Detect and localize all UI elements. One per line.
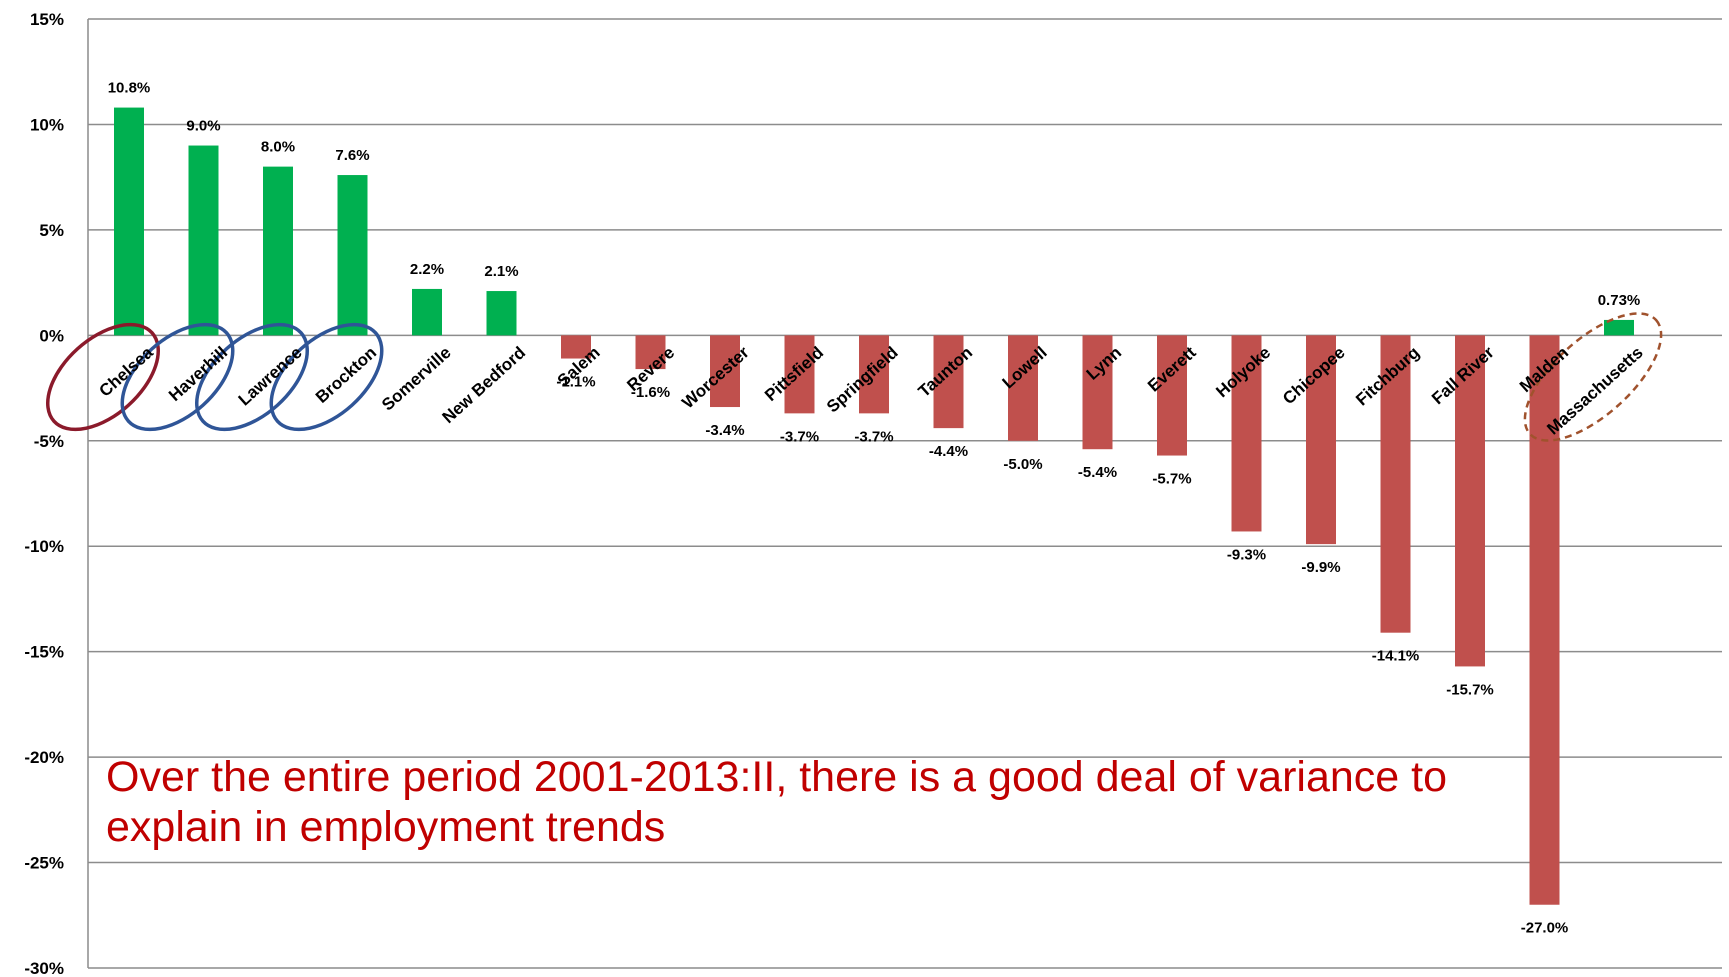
data-label: -9.3%: [1227, 546, 1266, 563]
data-label: 0.73%: [1598, 292, 1641, 309]
data-label: -5.4%: [1078, 464, 1117, 481]
data-label: 2.1%: [484, 263, 518, 280]
data-label: -4.4%: [929, 443, 968, 460]
bar: [114, 108, 144, 336]
bar: [487, 291, 517, 335]
bar: [189, 146, 219, 336]
bar: [263, 167, 293, 336]
data-label: 10.8%: [108, 80, 151, 97]
y-tick-label: 5%: [39, 221, 64, 240]
y-tick-label: -10%: [24, 537, 64, 556]
data-label: 9.0%: [186, 118, 220, 135]
category-label: Brockton: [312, 343, 380, 407]
y-tick-label: 15%: [30, 10, 64, 29]
data-label: -27.0%: [1521, 920, 1569, 937]
data-label: -9.9%: [1301, 559, 1340, 576]
data-label: -3.4%: [705, 422, 744, 439]
category-label: Somerville: [378, 343, 455, 415]
data-label: -15.7%: [1446, 681, 1494, 698]
y-tick-label: -25%: [24, 854, 64, 873]
y-tick-label: 0%: [39, 326, 64, 345]
bar: [338, 175, 368, 335]
y-tick-label: 10%: [30, 115, 64, 134]
data-label: -5.0%: [1003, 456, 1042, 473]
bar: [412, 289, 442, 335]
y-axis-tick-labels: 15% 10% 5% 0% -5% -10% -15% -20% -25% -30%: [24, 10, 64, 977]
category-label: Chelsea: [96, 342, 158, 400]
data-label: 2.2%: [410, 261, 444, 278]
data-label: 8.0%: [261, 139, 295, 156]
y-tick-label: -30%: [24, 959, 64, 977]
data-label: -3.7%: [854, 428, 893, 445]
y-tick-label: -20%: [24, 748, 64, 767]
data-label: -3.7%: [780, 428, 819, 445]
data-label: -5.7%: [1152, 471, 1191, 488]
y-tick-label: -5%: [34, 432, 64, 451]
y-tick-label: -15%: [24, 643, 64, 662]
data-label: 7.6%: [335, 147, 369, 164]
data-label: -14.1%: [1372, 648, 1420, 665]
chart-annotation: Over the entire period 2001-2013:II, the…: [106, 752, 1506, 852]
